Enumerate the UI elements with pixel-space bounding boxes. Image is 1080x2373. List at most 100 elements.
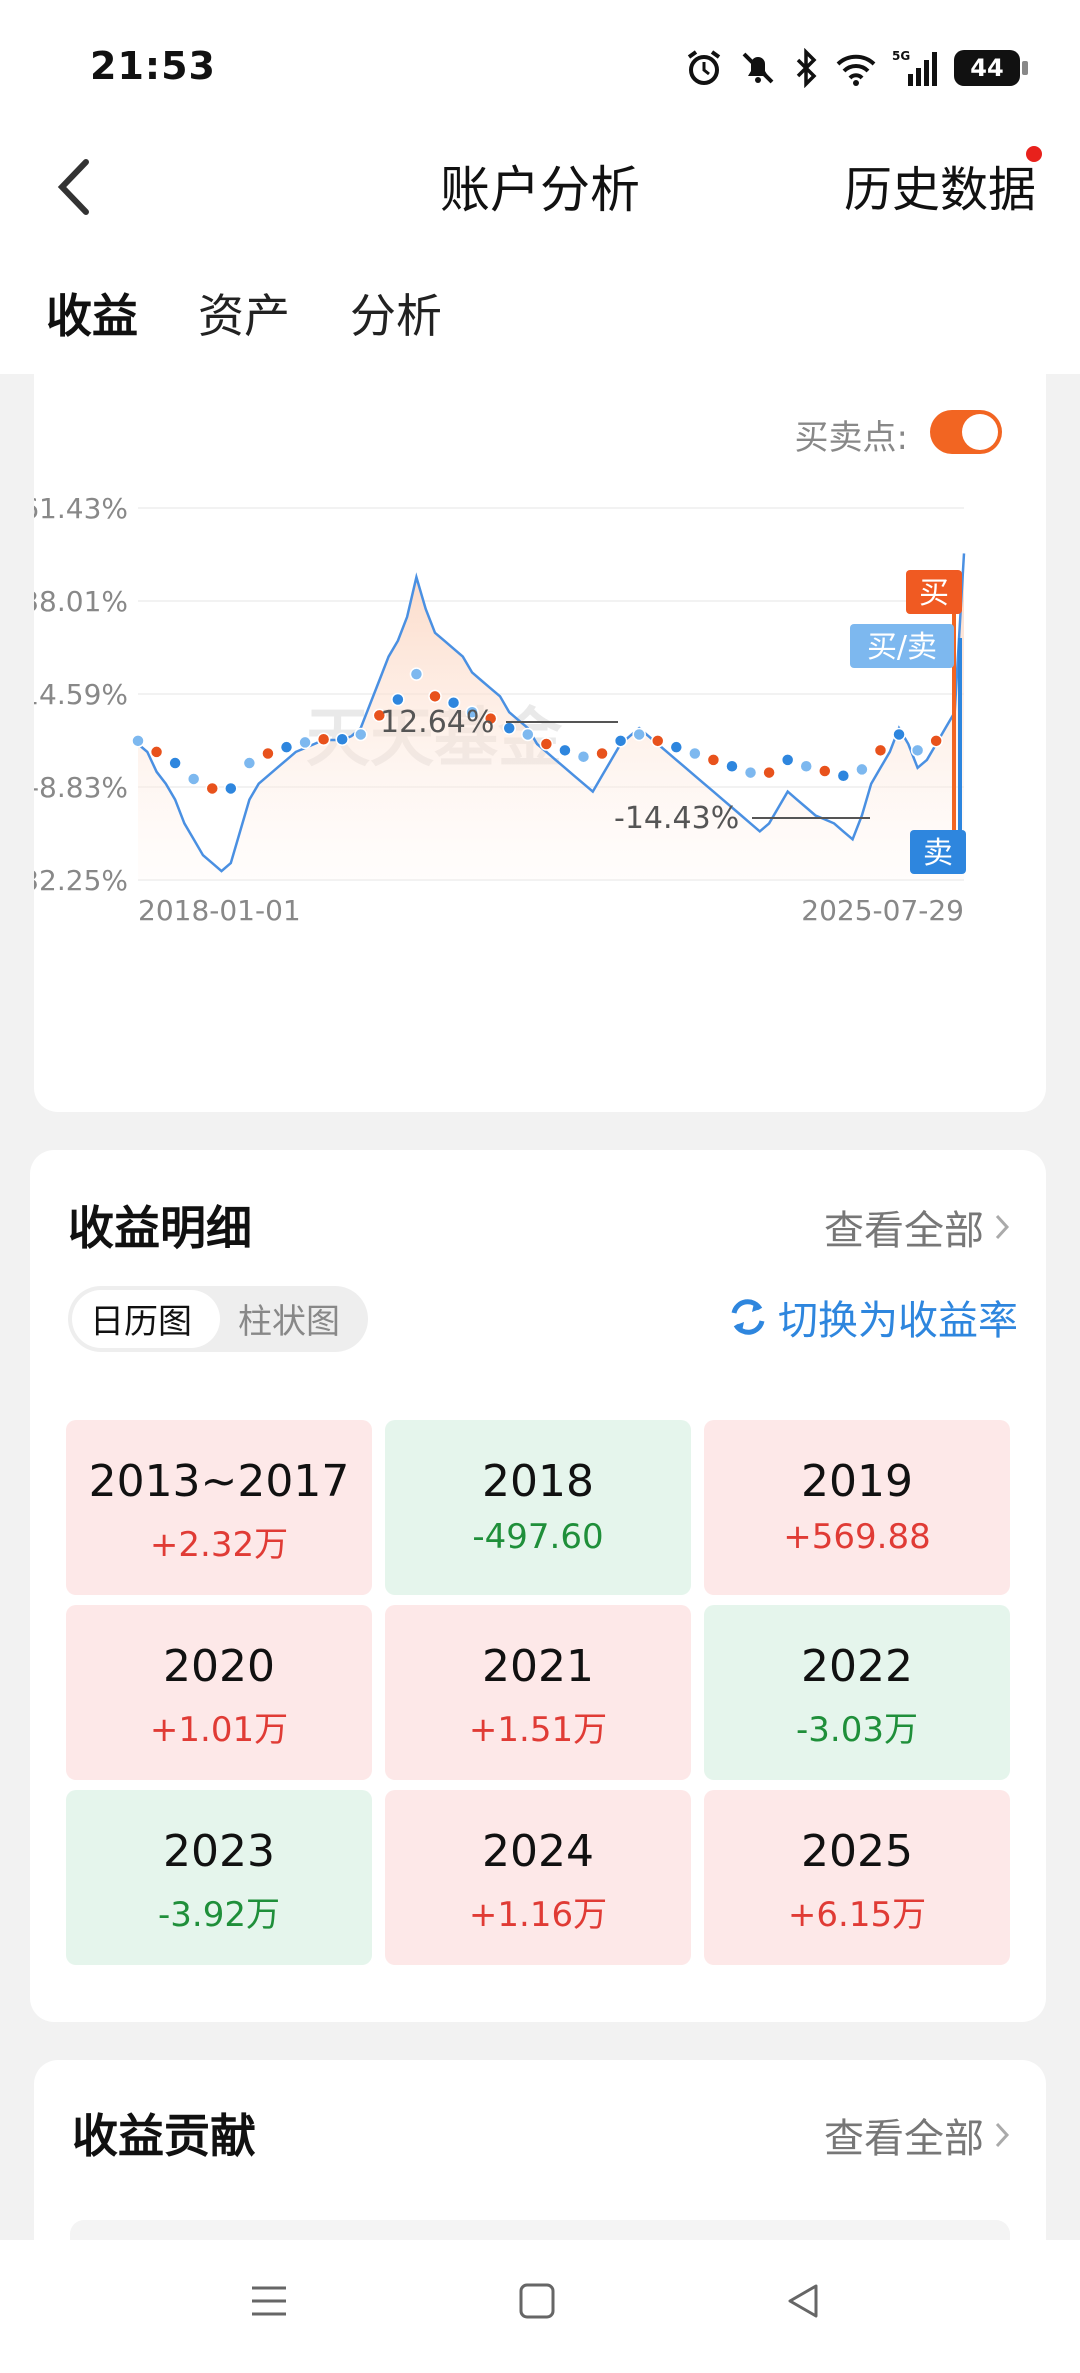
mute-icon — [742, 52, 774, 84]
year-cell[interactable]: 2024 +1.16万 — [385, 1790, 691, 1965]
svg-text:5G: 5G — [892, 49, 910, 63]
trade-point — [261, 746, 275, 761]
trade-point — [576, 749, 591, 764]
trade-point — [391, 692, 405, 707]
year-cell[interactable]: 2025 +6.15万 — [704, 1790, 1010, 1965]
income-area — [138, 553, 964, 880]
trade-point — [149, 745, 164, 759]
year-cell[interactable]: 2020 +1.01万 — [66, 1605, 372, 1780]
contribution-view-all-link[interactable]: 查看全部 — [824, 2106, 1010, 2164]
refresh-icon — [731, 1299, 765, 1335]
tab-income[interactable]: 收益 — [46, 289, 138, 343]
year-cell[interactable]: 2022 -3.03万 — [704, 1605, 1010, 1780]
trade-point — [428, 689, 442, 704]
menu-icon[interactable] — [248, 2280, 290, 2322]
sell-marker: 卖 — [923, 836, 953, 871]
trade-point — [205, 781, 219, 796]
status-icons: 5G 44 — [684, 48, 1028, 88]
home-icon[interactable] — [516, 2280, 558, 2322]
trade-point — [131, 734, 145, 748]
year-cell[interactable]: 2023 -3.92万 — [66, 1790, 372, 1965]
year-label: 2013~2017 — [88, 1456, 350, 1507]
year-value: +2.32万 — [149, 1525, 289, 1565]
trade-point — [465, 705, 479, 719]
income-chart[interactable]: 61.43% 38.01% 14.59% -8.83% -32.25% 2018-01-… — [34, 460, 1046, 1080]
trade-point — [316, 732, 331, 746]
y-tick-label: 14.59% — [34, 678, 128, 711]
year-value: +1.51万 — [468, 1710, 608, 1750]
chevron-right-icon — [995, 2122, 1010, 2148]
year-label: 2019 — [801, 1456, 913, 1507]
trade-point — [688, 746, 702, 761]
low-annotation: -14.43% — [614, 801, 739, 836]
year-value: -497.60 — [472, 1517, 604, 1557]
view-all-label: 查看全部 — [824, 1208, 984, 1254]
switch-to-rate-button[interactable]: 切换为收益率 — [726, 1288, 1018, 1346]
year-label: 2023 — [163, 1826, 275, 1877]
tab-assets[interactable]: 资产 — [198, 289, 290, 343]
seg-calendar[interactable]: 日历图 — [90, 1302, 192, 1342]
trade-point — [558, 743, 572, 758]
status-bar: 21:53 5G 44 — [0, 0, 1080, 130]
system-nav-bar — [0, 2240, 1080, 2373]
trade-point — [168, 756, 182, 770]
year-label: 2022 — [801, 1641, 913, 1692]
high-annotation: 12.64% — [380, 705, 494, 740]
back-nav-icon[interactable] — [782, 2280, 824, 2322]
year-value: +1.01万 — [149, 1710, 289, 1750]
y-tick-label: 61.43% — [34, 492, 128, 525]
battery-icon: 44 — [954, 50, 1028, 86]
year-grid: 2013~2017 +2.32万 2018 -497.60 2019 +569.88 202… — [66, 1420, 1010, 1965]
trade-point — [836, 769, 851, 783]
chart-card: 买卖点: 61.43% 38.01% 14.59% -8.83% -32.25% 201… — [34, 340, 1046, 1112]
year-cell[interactable]: 2018 -497.60 — [385, 1420, 691, 1595]
trade-point — [224, 781, 238, 796]
trade-point — [650, 734, 665, 748]
y-tick-label: 38.01% — [34, 585, 128, 618]
trade-point — [632, 727, 646, 742]
trade-point — [409, 667, 424, 681]
trade-point — [743, 765, 758, 780]
trade-point — [669, 740, 684, 754]
buy-marker: 买 — [919, 576, 949, 611]
x-tick-label: 2025-07-29 — [801, 894, 964, 927]
buy-sell-marker-box — [850, 624, 954, 668]
trade-point — [298, 735, 312, 750]
status-time: 21:53 — [90, 44, 216, 88]
buy-marker-box — [906, 570, 962, 614]
view-all-link[interactable]: 查看全部 — [824, 1198, 1010, 1256]
trade-point — [502, 721, 516, 735]
trade-point — [929, 734, 943, 748]
trade-point — [595, 746, 609, 761]
trade-point — [799, 759, 813, 773]
year-label: 2025 — [801, 1826, 913, 1877]
x-tick-label: 2018-01-01 — [138, 894, 301, 927]
trade-point — [855, 762, 869, 777]
year-value: +1.16万 — [468, 1895, 608, 1935]
year-label: 2024 — [482, 1826, 594, 1877]
trade-point — [353, 727, 368, 742]
notification-dot — [1026, 146, 1042, 162]
trade-point — [706, 753, 721, 767]
trade-point — [335, 732, 349, 746]
signal-icon: 5G — [892, 49, 937, 86]
buy-sell-toggle-label: 买卖点: — [794, 418, 908, 458]
trade-point — [762, 765, 776, 780]
trade-point — [446, 695, 461, 710]
trade-point — [873, 743, 888, 758]
trade-point — [539, 737, 554, 751]
year-cell[interactable]: 2019 +569.88 — [704, 1420, 1010, 1595]
y-tick-label: -32.25% — [34, 864, 128, 897]
year-value: +6.15万 — [787, 1895, 927, 1935]
year-cell[interactable]: 2013~2017 +2.32万 — [66, 1420, 372, 1595]
tab-analysis[interactable]: 分析 — [350, 289, 442, 343]
seg-bar[interactable]: 柱状图 — [238, 1302, 340, 1342]
trade-point — [910, 743, 925, 758]
buy-sell-toggle[interactable] — [930, 410, 1002, 454]
income-detail-card: 收益明细 查看全部 日历图 柱状图 切换为收益率 2013~2017 +2.32万… — [30, 1150, 1046, 2022]
history-data-link[interactable]: 历史数据 — [843, 162, 1036, 218]
back-icon[interactable] — [48, 152, 108, 222]
battery-level: 44 — [970, 54, 1004, 82]
contribution-view-all-label: 查看全部 — [824, 2116, 984, 2162]
year-cell[interactable]: 2021 +1.51万 — [385, 1605, 691, 1780]
